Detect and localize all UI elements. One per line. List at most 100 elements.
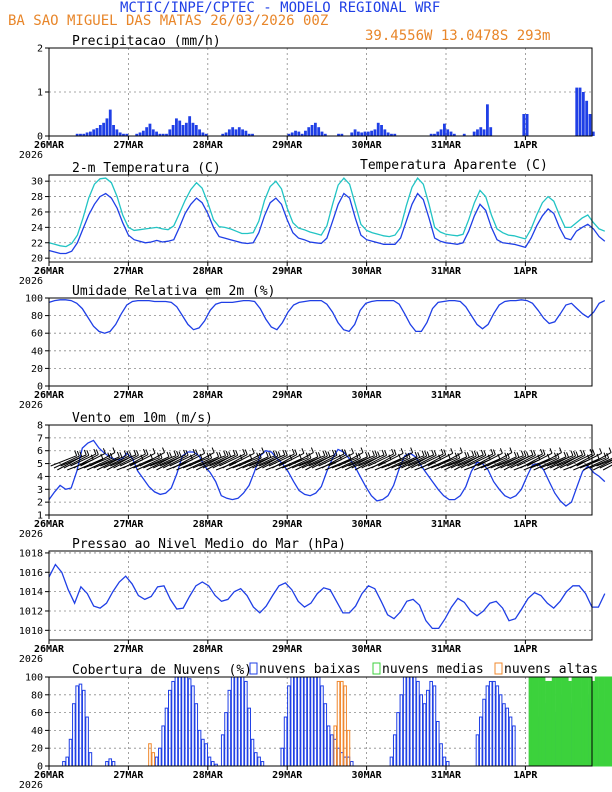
wind-barb <box>136 457 163 471</box>
wind-barb <box>278 452 305 467</box>
wind-barb-flag <box>116 451 120 458</box>
wind-barb <box>126 458 153 471</box>
wind-barb <box>497 455 524 467</box>
precip-bar <box>489 127 493 136</box>
precip-bar <box>366 131 370 136</box>
y-tick-label: 5 <box>37 459 43 470</box>
wind-barb-flag <box>140 454 144 460</box>
cloud-bar-nuvens-medias <box>608 676 612 767</box>
x-tick-label: 28MAR <box>193 770 224 781</box>
precip-bar <box>115 129 119 136</box>
wind-barb <box>129 452 156 467</box>
cloud-bar-nuvens-baixas <box>187 678 192 767</box>
wind-barb <box>50 455 77 467</box>
wind-barb <box>252 455 279 469</box>
wind-barb <box>411 454 437 469</box>
cloud-bar-nuvens-baixas <box>439 743 443 767</box>
x-tick-label: 26MAR <box>34 644 65 655</box>
precip-bar <box>204 133 208 136</box>
wind-barb <box>583 457 609 471</box>
cloud-bar-nuvens-altas <box>336 680 341 767</box>
precip-bar <box>145 127 149 136</box>
wind-barb-flag <box>284 450 288 456</box>
wind-barb-flag <box>351 448 354 454</box>
cloud-bar-nuvens-baixas <box>207 756 212 767</box>
x-tick-label: 29MAR <box>272 266 303 277</box>
wind-barb-flag <box>173 450 177 456</box>
wind-barb <box>490 456 517 469</box>
precip-bar <box>452 133 456 136</box>
wind-barb <box>483 457 510 471</box>
cloud-bar-nuvens-baixas <box>316 676 321 767</box>
cloud-bar-nuvens-baixas <box>224 712 228 767</box>
precip-bar <box>122 133 125 136</box>
cloud-bar-nuvens-baixas <box>326 725 331 767</box>
wind-barb-flag <box>410 447 414 453</box>
cloud-bar-nuvens-altas <box>151 752 156 767</box>
cloud-bar-nuvens-baixas <box>85 716 89 767</box>
y-tick-label: 28 <box>31 192 43 203</box>
wind-barb-flag <box>487 454 491 460</box>
precip-bar <box>429 133 433 136</box>
wind-barb <box>169 453 196 467</box>
wind-barb <box>420 454 446 469</box>
cloud-bar-nuvens-baixas <box>445 761 450 767</box>
precip-bar <box>75 133 79 136</box>
cloud-bar-nuvens-medias <box>571 676 576 767</box>
precip-bar <box>462 133 466 136</box>
wind-barb-flag <box>119 452 123 458</box>
wind-barb-flag <box>289 454 293 460</box>
precip-bar <box>178 120 182 136</box>
wind-barb <box>311 454 338 469</box>
cloud-bar-nuvens-medias <box>531 676 536 767</box>
wind-barb-flag <box>471 450 475 456</box>
cloud-bar-nuvens-baixas <box>75 685 79 767</box>
wind-barb <box>172 454 198 469</box>
wind-barb-flag <box>265 451 269 458</box>
precip-bar <box>472 131 476 136</box>
wind-barb <box>325 458 352 471</box>
cloud-bar-nuvens-baixas <box>290 676 294 767</box>
precip-bar <box>168 129 172 136</box>
wind-barb-flag <box>169 452 173 458</box>
cloud-bar-nuvens-baixas <box>194 703 199 767</box>
cloud-bar-nuvens-medias <box>548 680 553 767</box>
wind-barb <box>599 461 612 469</box>
wind-barb-flag <box>86 450 90 456</box>
x-tick-label: 1APR <box>513 644 538 655</box>
precip-bar <box>320 131 324 136</box>
precip-bar <box>578 87 582 136</box>
wind-barb-flag <box>199 453 203 460</box>
wind-barb-flag <box>341 448 345 455</box>
cloud-bar-nuvens-baixas <box>287 685 291 767</box>
wind-barb-flag <box>294 449 298 455</box>
cloud-bar-nuvens-baixas <box>349 761 354 767</box>
y-tick-label: 20 <box>31 744 43 755</box>
precip-bar <box>525 114 529 136</box>
y-tick-label: 7 <box>37 433 43 444</box>
precip-bar <box>350 132 354 136</box>
precip-bar <box>221 133 225 136</box>
x-tick-label: 31MAR <box>431 519 462 530</box>
cloud-bar-nuvens-medias <box>565 676 569 767</box>
wind-barb <box>427 452 453 467</box>
cloud-bar-nuvens-medias <box>578 676 582 767</box>
wind-barb <box>556 454 583 467</box>
cloud-bar-nuvens-baixas <box>154 756 159 767</box>
cloud-bar-nuvens-altas <box>333 725 337 767</box>
cloud-bar-nuvens-baixas <box>429 680 433 767</box>
x-tick-label: 1APR <box>513 390 538 401</box>
wind-barb-flag <box>291 448 295 455</box>
wind-barb <box>602 464 612 471</box>
wind-barb-flag <box>135 450 139 456</box>
wind-barb-flag <box>331 449 335 456</box>
wind-barb-flag <box>256 452 260 458</box>
wind-barb-flag <box>407 452 411 459</box>
cloud-bar-nuvens-medias <box>574 676 579 767</box>
wind-barb-flag <box>149 453 153 460</box>
wind-barb-flag <box>592 449 596 455</box>
wind-barb-flag <box>145 449 149 455</box>
wind-barb <box>275 458 302 471</box>
cloud-bar-nuvens-baixas <box>254 752 258 767</box>
precip-bar <box>148 123 152 136</box>
